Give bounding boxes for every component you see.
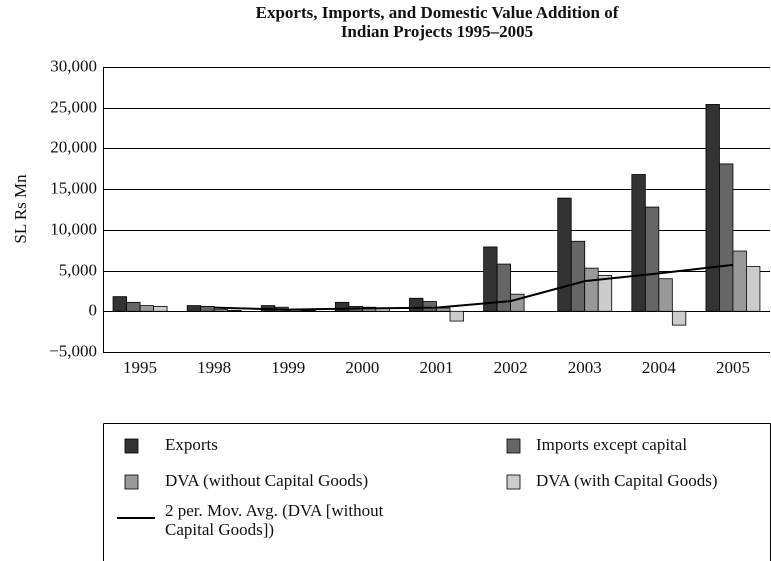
legend-swatch xyxy=(506,474,521,490)
legend-label: Exports xyxy=(165,435,218,454)
bar xyxy=(186,305,202,312)
bar xyxy=(631,174,646,312)
bar xyxy=(213,309,229,312)
legend-swatch xyxy=(124,438,139,454)
bar xyxy=(227,310,242,312)
x-tick-label: 1995 xyxy=(123,358,157,377)
y-tick-label: 25,000 xyxy=(50,97,97,116)
bar xyxy=(584,267,599,312)
bar xyxy=(334,301,350,312)
legend-label: DVA (without Capital Goods) xyxy=(165,471,368,490)
bar xyxy=(153,305,168,312)
x-tick-label: 2003 xyxy=(568,358,602,377)
bar xyxy=(496,263,512,312)
chart-title: Indian Projects 1995–2005 xyxy=(341,22,533,41)
bar xyxy=(449,310,464,322)
x-tick-label: 1998 xyxy=(197,358,231,377)
y-tick-label: 0 xyxy=(89,300,98,319)
x-tick-label: 2005 xyxy=(716,358,750,377)
bar xyxy=(658,278,673,312)
legend-label: 2 per. Mov. Avg. (DVA [without Capital Go… xyxy=(165,501,384,539)
bar xyxy=(732,250,747,312)
y-tick-label: 20,000 xyxy=(50,137,97,156)
bar xyxy=(409,297,424,312)
bar xyxy=(139,305,154,312)
bar xyxy=(597,275,613,312)
y-tick-label: 5,000 xyxy=(59,260,97,279)
bar xyxy=(112,296,127,312)
bar xyxy=(570,240,586,312)
bar xyxy=(436,307,451,312)
bar xyxy=(746,266,761,312)
legend-label: DVA (with Capital Goods) xyxy=(536,471,718,490)
legend-swatch xyxy=(124,474,139,490)
x-tick-label: 2001 xyxy=(420,358,454,377)
legend-swatch xyxy=(506,438,521,454)
legend-label: Imports except capital xyxy=(536,435,687,454)
y-tick-label: 15,000 xyxy=(50,178,97,197)
bar xyxy=(705,104,720,312)
bar xyxy=(301,310,316,312)
x-tick-label: 2002 xyxy=(494,358,528,377)
y-tick-label: 30,000 xyxy=(50,56,97,75)
moving-average-line xyxy=(214,263,734,311)
bar xyxy=(126,301,141,312)
x-tick-label: 2004 xyxy=(642,358,677,377)
x-tick-label: 2000 xyxy=(345,358,379,377)
bar xyxy=(557,197,572,312)
bar xyxy=(510,293,525,312)
y-axis-label: SL Rs Mn xyxy=(11,174,30,244)
bar xyxy=(719,163,734,312)
chart-title: Exports, Imports, and Domestic Value Add… xyxy=(256,3,619,22)
bar xyxy=(644,206,660,312)
y-tick-label: −5,000 xyxy=(49,341,97,360)
bar xyxy=(422,301,437,312)
bar xyxy=(671,310,687,326)
x-tick-label: 1999 xyxy=(271,358,305,377)
y-tick-label: 10,000 xyxy=(50,219,97,238)
bar xyxy=(200,305,215,312)
